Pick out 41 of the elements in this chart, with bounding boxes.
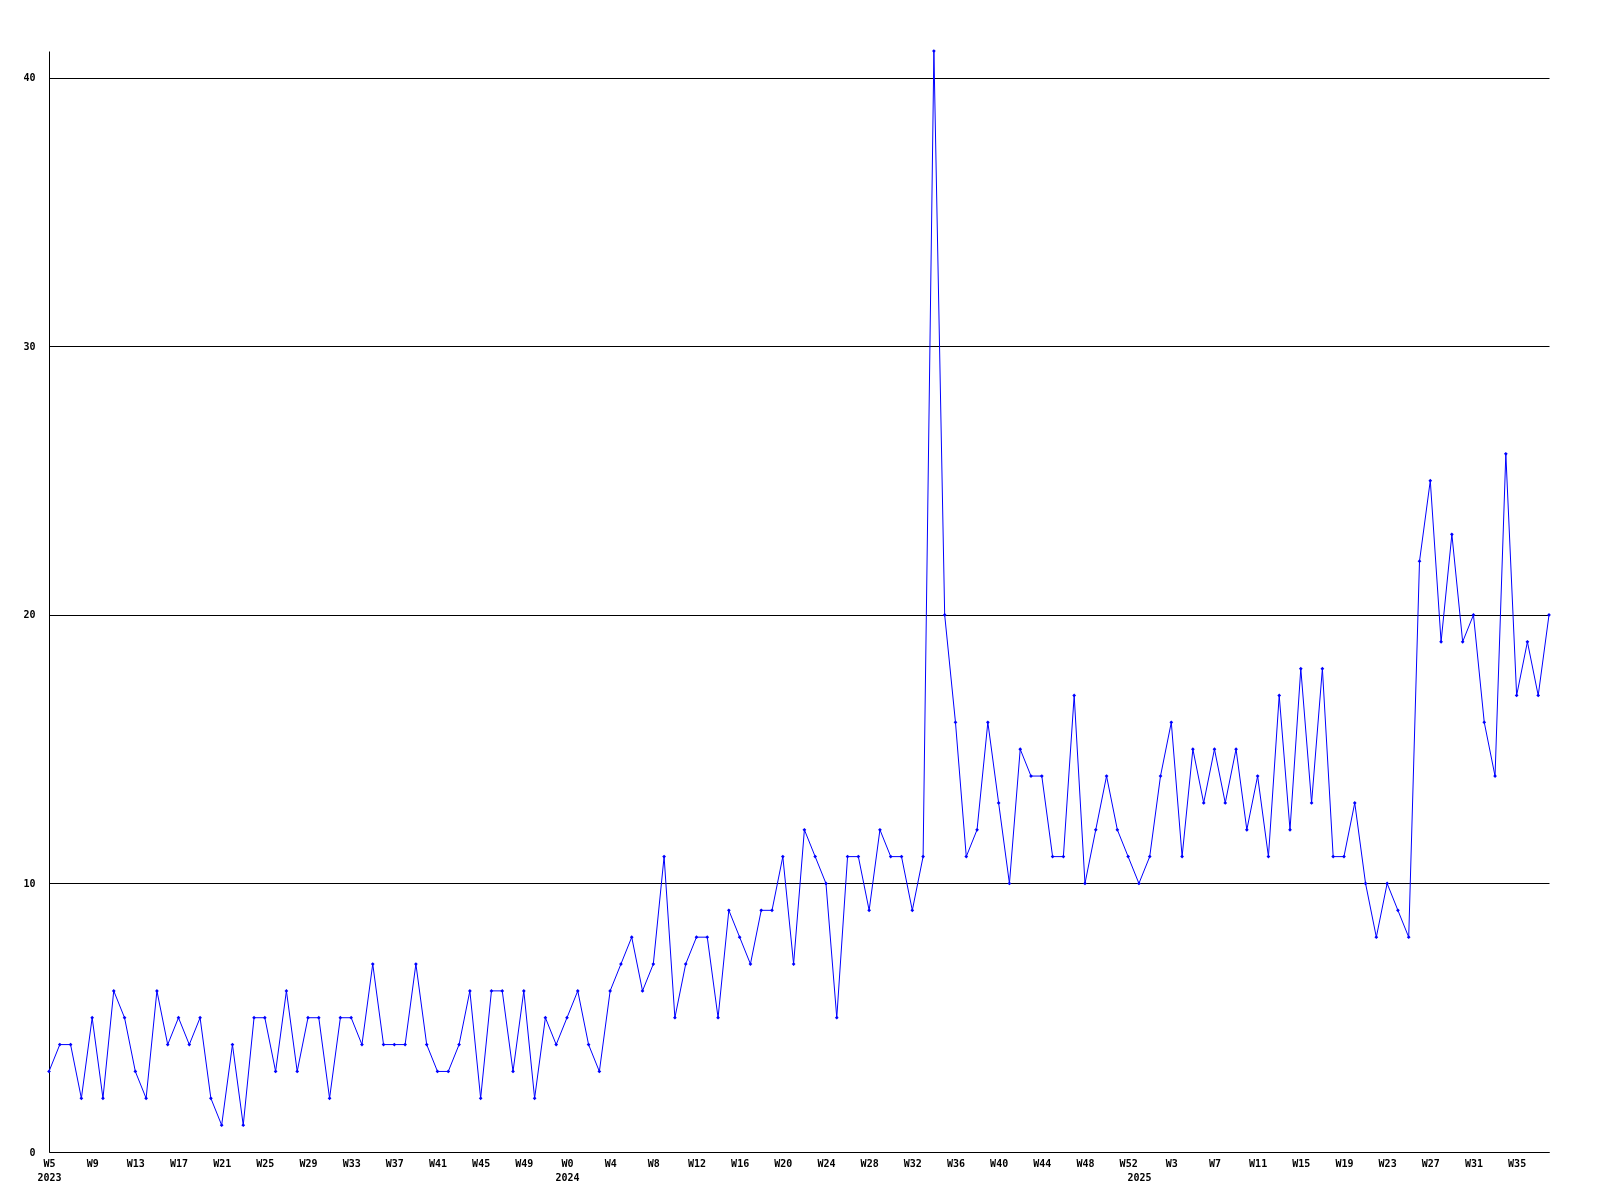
x-tick-label: W36 — [946, 1157, 966, 1169]
x-tick-label: W44 — [1033, 1157, 1052, 1169]
x-tick-label: 2025 — [1127, 1171, 1152, 1183]
x-tick-label: W11 — [1249, 1157, 1268, 1169]
y-tick-label: 30 — [23, 340, 36, 352]
x-tick-label: W4 — [604, 1157, 617, 1169]
x-tick-label: W8 — [647, 1157, 660, 1169]
y-tick-label: 40 — [23, 72, 36, 84]
x-tick-label: W32 — [903, 1157, 922, 1169]
x-tick-label: W7 — [1208, 1157, 1221, 1169]
x-tick-label: W27 — [1421, 1157, 1440, 1169]
y-tick-label: 20 — [23, 609, 36, 621]
x-tick-label: W20 — [774, 1157, 793, 1169]
x-tick-label: W19 — [1335, 1157, 1354, 1169]
x-tick-label: W37 — [385, 1157, 404, 1169]
x-tick-label: W28 — [860, 1157, 879, 1169]
x-tick-label: W31 — [1464, 1157, 1483, 1169]
y-tick-label: 10 — [23, 877, 36, 889]
x-tick-label: W49 — [515, 1157, 534, 1169]
x-tick-label: W40 — [990, 1157, 1009, 1169]
x-tick-label: W0 2024 — [555, 1157, 580, 1183]
x-tick-label: W16 — [731, 1157, 750, 1169]
x-tick-label: W48 — [1076, 1157, 1095, 1169]
x-tick-label: W33 — [342, 1157, 361, 1169]
y-tick-label: 0 — [29, 1146, 36, 1158]
x-tick-label: W3 — [1165, 1157, 1178, 1169]
x-tick-label: W52 — [1119, 1157, 1138, 1169]
x-tick-label: W9 — [86, 1157, 99, 1169]
x-tick-label: W41 — [428, 1157, 448, 1169]
x-tick-label: W24 — [817, 1157, 836, 1169]
x-tick-label: W23 — [1378, 1157, 1397, 1169]
x-tick-label: W15 — [1292, 1157, 1311, 1169]
x-tick-label: W45 — [472, 1157, 491, 1169]
x-tick-label: W17 — [169, 1157, 189, 1169]
x-tick-label: W12 — [687, 1157, 707, 1169]
x-tick-label: W13 — [126, 1157, 145, 1169]
x-tick-label: W29 — [299, 1157, 318, 1169]
x-tick-label: W25 — [256, 1157, 275, 1169]
x-tick-label: W35 — [1508, 1157, 1527, 1169]
x-tick-label: W5 2023 — [37, 1157, 62, 1183]
x-tick-label: W21 — [213, 1157, 232, 1169]
